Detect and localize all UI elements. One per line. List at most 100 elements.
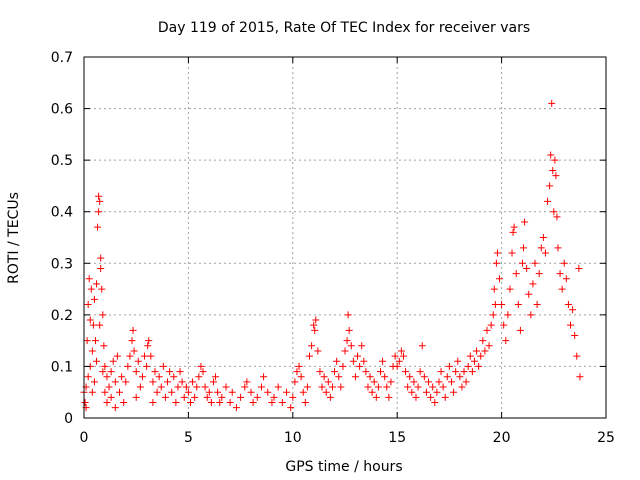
data-point	[107, 368, 115, 376]
data-point	[93, 280, 101, 288]
data-point	[87, 285, 95, 293]
data-point	[345, 326, 353, 334]
data-point	[510, 223, 518, 231]
data-point	[364, 383, 372, 391]
data-point	[270, 393, 278, 401]
data-point	[374, 383, 382, 391]
data-point	[337, 383, 345, 391]
data-point	[324, 378, 332, 386]
data-point	[134, 357, 142, 365]
data-point	[454, 357, 462, 365]
data-point	[331, 368, 339, 376]
data-point	[96, 321, 104, 329]
data-point	[358, 342, 366, 350]
data-point	[120, 399, 128, 407]
data-point	[339, 362, 347, 370]
data-point	[529, 280, 537, 288]
y-tick-label: 0.5	[51, 153, 73, 169]
data-point	[308, 342, 316, 350]
data-point	[458, 383, 466, 391]
data-point	[249, 399, 257, 407]
data-point	[132, 368, 140, 376]
data-point	[466, 352, 474, 360]
chart-title: Day 119 of 2015, Rate Of TEC Index for r…	[158, 20, 530, 36]
data-point	[372, 393, 380, 401]
data-point	[193, 383, 201, 391]
data-point	[149, 378, 157, 386]
data-point	[506, 285, 514, 293]
data-point	[209, 378, 217, 386]
data-point	[516, 326, 524, 334]
data-point	[241, 383, 249, 391]
data-point	[93, 357, 101, 365]
data-point	[322, 388, 330, 396]
data-point	[531, 259, 539, 267]
data-point	[464, 362, 472, 370]
x-tick-label: 25	[597, 430, 615, 446]
data-point	[153, 388, 161, 396]
data-point	[560, 259, 568, 267]
data-point	[316, 368, 324, 376]
data-point	[143, 362, 151, 370]
data-point	[533, 301, 541, 309]
y-tick-label: 0.3	[51, 256, 73, 272]
data-point	[552, 172, 560, 180]
data-point	[88, 347, 96, 355]
data-point	[479, 337, 487, 345]
x-tick-label: 0	[80, 430, 89, 446]
data-point	[443, 373, 451, 381]
data-point	[406, 373, 414, 381]
data-point	[141, 352, 149, 360]
data-point	[168, 388, 176, 396]
data-point	[94, 223, 102, 231]
data-point	[514, 301, 522, 309]
data-point	[205, 388, 213, 396]
data-point	[512, 270, 520, 278]
data-point	[408, 388, 416, 396]
data-point	[567, 321, 575, 329]
data-point	[379, 357, 387, 365]
data-point	[393, 362, 401, 370]
data-point	[145, 337, 153, 345]
data-point	[473, 347, 481, 355]
data-point	[85, 275, 93, 283]
data-point	[326, 393, 334, 401]
data-point	[226, 399, 234, 407]
data-point	[433, 388, 441, 396]
data-point	[492, 259, 500, 267]
data-point	[385, 393, 393, 401]
data-point	[399, 352, 407, 360]
x-axis-label: GPS time / hours	[285, 459, 402, 475]
data-points	[80, 99, 584, 412]
data-point	[341, 347, 349, 355]
data-point	[425, 378, 433, 386]
data-point	[429, 383, 437, 391]
data-point	[132, 393, 140, 401]
data-point	[314, 347, 322, 355]
data-point	[328, 383, 336, 391]
data-point	[416, 368, 424, 376]
data-point	[214, 388, 222, 396]
data-point	[575, 264, 583, 272]
data-point	[299, 388, 307, 396]
axis-ticks	[83, 56, 607, 419]
data-point	[462, 378, 470, 386]
data-point	[124, 362, 132, 370]
data-point	[161, 393, 169, 401]
data-point	[320, 373, 328, 381]
data-point	[420, 373, 428, 381]
data-point	[456, 373, 464, 381]
data-point	[86, 316, 94, 324]
data-point	[113, 352, 121, 360]
data-point	[447, 378, 455, 386]
data-point	[197, 362, 205, 370]
data-point	[418, 342, 426, 350]
data-point	[278, 399, 286, 407]
data-point	[489, 311, 497, 319]
data-point	[189, 378, 197, 386]
data-point	[544, 197, 552, 205]
data-point	[318, 383, 326, 391]
data-point	[477, 352, 485, 360]
